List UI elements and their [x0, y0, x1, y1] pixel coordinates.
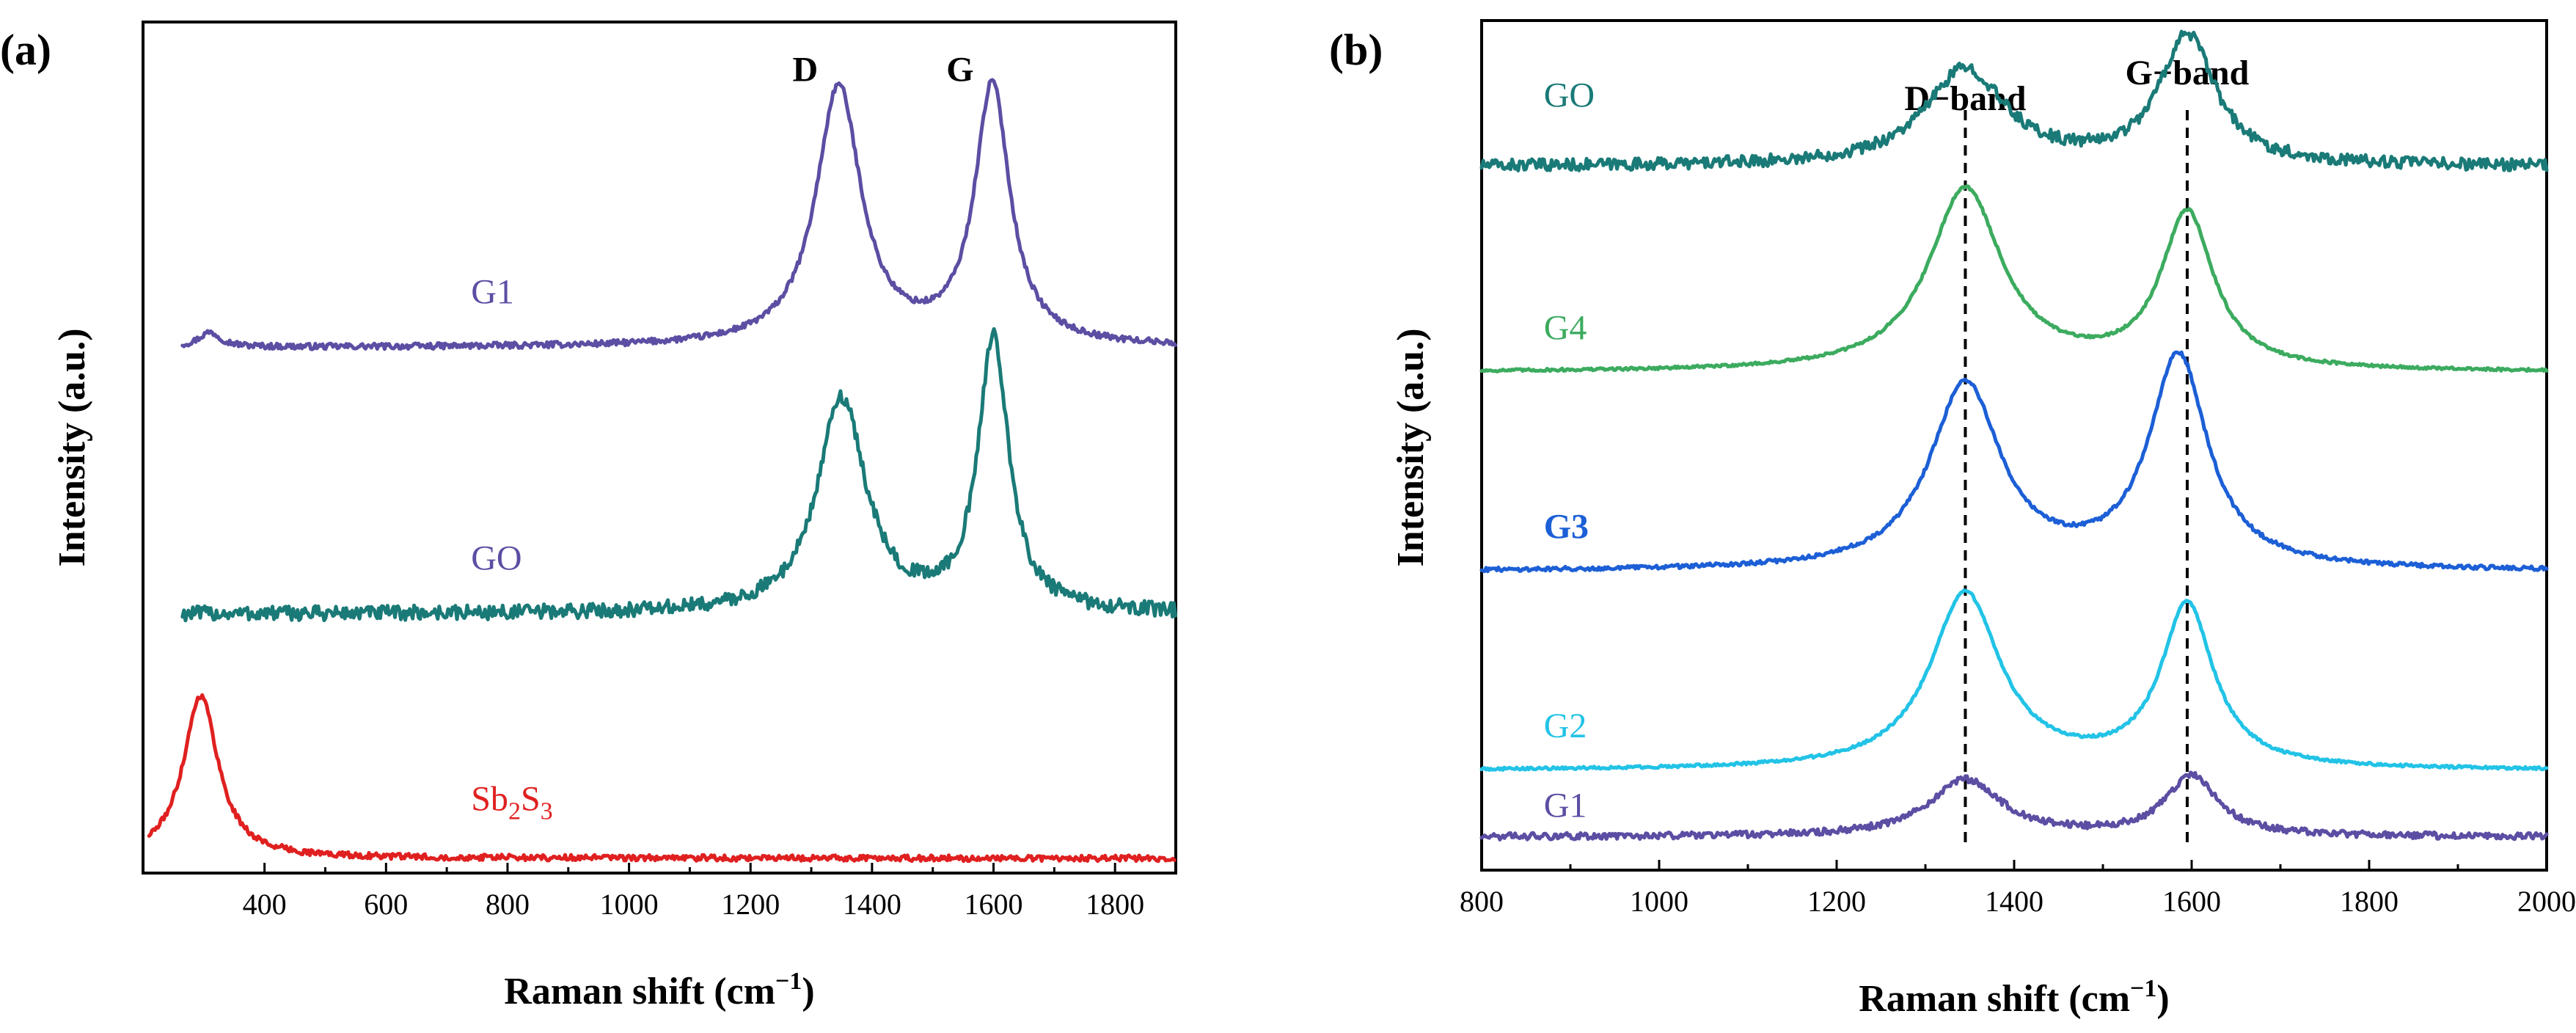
x-tick-label-a-1600: 1600 — [965, 888, 1023, 921]
x-tick-label-a-1800: 1800 — [1086, 888, 1144, 921]
x-tick-label-a-600: 600 — [364, 888, 408, 921]
trace-a-g1 — [180, 78, 1177, 351]
trace-b-g3 — [1479, 350, 2549, 574]
panel-a-plot-frame — [142, 21, 1177, 875]
peak-label-g: G — [946, 51, 973, 90]
trace-b-g2 — [1479, 588, 2549, 773]
x-tick-label-b-1200: 1200 — [1807, 885, 1866, 918]
series-label-b-g1: G1 — [1544, 786, 1587, 825]
panel-a-x-axis-title: Raman shift (cm−1) — [504, 968, 814, 1012]
panel-b-y-axis-title: Intensity (a.u.) — [1390, 328, 1432, 566]
x-tick-label-a-1400: 1400 — [843, 888, 901, 921]
x-tick-label-a-800: 800 — [486, 888, 530, 921]
panel-a-y-axis-title: Intensity (a.u.) — [51, 328, 93, 566]
panel-b-traces — [1479, 29, 2549, 842]
x-tick-label-b-800: 800 — [1460, 885, 1504, 918]
trace-a-sb2s3 — [147, 693, 1177, 864]
series-label-b-go: GO — [1544, 76, 1595, 115]
series-label-a-go: GO — [471, 539, 522, 577]
panel-a-label: (a) — [0, 26, 51, 74]
panel-b-x-ticks: 800 1000 1200 1400 1600 1800 2000 — [1460, 860, 2576, 918]
series-label-b-g2: G2 — [1544, 707, 1587, 745]
panel-b-plot-frame — [1480, 19, 2548, 872]
series-label-a-g1: G1 — [471, 272, 514, 311]
panel-b-series-labels: GO G4 G3 G2 G1 — [1544, 76, 1595, 825]
panel-a-traces — [147, 78, 1177, 864]
series-label-b-g4: G4 — [1544, 308, 1587, 347]
panel-a-x-axis-label: Raman shift — [504, 971, 705, 1012]
panel-b-label: (b) — [1329, 26, 1383, 74]
panel-b-x-axis-label: Raman shift — [1859, 978, 2060, 1020]
x-tick-label-b-1800: 1800 — [2340, 885, 2398, 918]
x-tick-label-a-1000: 1000 — [600, 888, 659, 921]
trace-a-go — [180, 326, 1177, 623]
panel-a: (a) 400 600 800 1000 1200 1400 1600 1800 G1 GO Sb… — [0, 21, 1177, 1012]
x-tick-label-b-1600: 1600 — [2162, 885, 2221, 918]
trace-b-g4 — [1479, 184, 2549, 373]
series-label-b-g3: G3 — [1544, 508, 1589, 547]
trace-b-go — [1479, 29, 2549, 172]
x-tick-label-b-1000: 1000 — [1630, 885, 1688, 918]
panel-a-x-unit: cm — [727, 971, 775, 1012]
peak-label-d: D — [792, 51, 818, 90]
panel-b-x-unit: cm — [2082, 978, 2130, 1020]
x-tick-label-b-1400: 1400 — [1985, 885, 2043, 918]
x-tick-label-b-2000: 2000 — [2517, 885, 2576, 918]
panel-a-series-labels: G1 GO Sb2S3 — [471, 272, 552, 825]
panel-b-x-axis-title: Raman shift (cm−1) — [1859, 975, 2169, 1020]
x-tick-label-a-1200: 1200 — [721, 888, 780, 921]
trace-b-g1 — [1479, 770, 2549, 842]
x-tick-label-a-400: 400 — [243, 888, 287, 921]
panel-b-x-unit-exponent: −1 — [2130, 975, 2156, 1002]
panel-a-x-ticks: 400 600 800 1000 1200 1400 1600 1800 — [243, 863, 1144, 921]
series-label-a-sb2s3: Sb2S3 — [471, 779, 552, 825]
panel-a-x-unit-exponent: −1 — [775, 968, 802, 995]
guide-label-g-band: G−band — [2126, 54, 2250, 92]
